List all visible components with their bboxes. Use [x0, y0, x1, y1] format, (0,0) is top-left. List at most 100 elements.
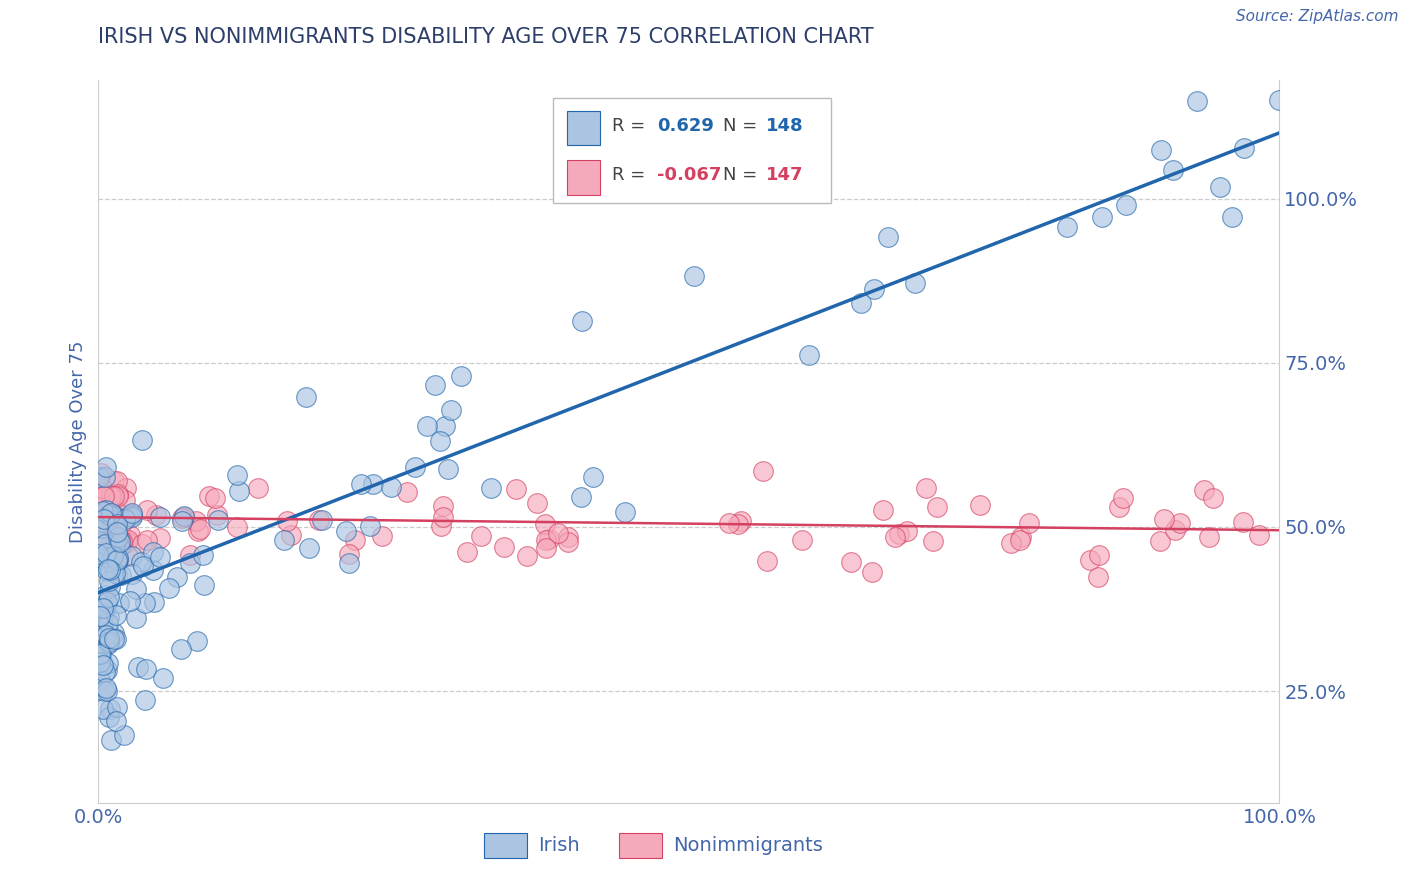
Point [112, 728, 135, 742]
Point [94, 528, 117, 542]
Point [89, 656, 111, 670]
Point [107, 551, 129, 566]
Point [114, 481, 136, 495]
Point [98, 507, 121, 521]
Point [121, 508, 143, 523]
Point [96, 664, 118, 678]
Point [101, 549, 124, 563]
Point [89, 530, 111, 544]
Point [1108, 500, 1130, 514]
Point [1161, 163, 1184, 178]
Point [204, 491, 226, 505]
Point [111, 533, 134, 548]
Point [93, 512, 115, 526]
Point [101, 527, 124, 541]
Point [337, 556, 360, 570]
Point [101, 541, 124, 555]
Point [90, 512, 112, 526]
Point [173, 509, 195, 524]
Point [104, 632, 127, 647]
Point [440, 403, 463, 417]
Point [105, 519, 128, 533]
Point [90, 482, 112, 496]
Point [87, 516, 110, 531]
Point [225, 467, 247, 482]
Point [170, 510, 193, 524]
Point [103, 537, 125, 551]
Point [107, 524, 129, 539]
Point [93, 490, 115, 504]
Point [97, 562, 120, 576]
Point [1150, 143, 1173, 157]
Point [173, 508, 195, 523]
Point [94, 518, 117, 533]
Point [1000, 535, 1022, 549]
Point [90, 646, 112, 660]
Point [276, 514, 298, 528]
Point [207, 513, 229, 527]
Point [860, 565, 883, 579]
Point [94, 588, 117, 602]
Point [1232, 515, 1254, 529]
Point [91, 509, 114, 524]
Point [87, 508, 110, 522]
Point [569, 490, 592, 504]
Point [1209, 179, 1232, 194]
Point [571, 314, 593, 328]
Point [308, 513, 330, 527]
Point [404, 459, 426, 474]
Point [198, 489, 221, 503]
Point [93, 511, 115, 525]
Point [350, 477, 373, 491]
Point [121, 508, 143, 522]
Legend: Irish, Nonimmigrants: Irish, Nonimmigrants [477, 825, 831, 865]
Point [115, 535, 138, 549]
Point [120, 528, 142, 542]
Point [1192, 483, 1215, 497]
Point [614, 505, 637, 519]
Point [98, 631, 121, 645]
Point [91, 551, 114, 566]
Point [380, 480, 402, 494]
Point [135, 662, 157, 676]
Point [727, 516, 749, 531]
Point [104, 509, 127, 524]
Point [97, 496, 120, 510]
Point [91, 498, 114, 512]
Point [117, 533, 139, 548]
Point [89, 470, 111, 484]
Point [191, 548, 214, 562]
Point [129, 555, 152, 569]
Point [361, 477, 384, 491]
Point [96, 681, 118, 695]
Point [98, 609, 121, 624]
Point [114, 512, 136, 526]
Point [149, 549, 172, 564]
Point [107, 507, 129, 521]
Point [91, 506, 114, 520]
Point [246, 482, 269, 496]
Text: 148: 148 [766, 117, 803, 135]
Point [1018, 516, 1040, 531]
Point [107, 537, 129, 551]
Point [110, 535, 132, 549]
Point [193, 578, 215, 592]
Point [538, 532, 561, 546]
Point [110, 568, 132, 582]
Point [1149, 534, 1171, 549]
Point [121, 509, 143, 524]
Point [105, 516, 128, 531]
Point [90, 490, 112, 504]
Point [91, 600, 114, 615]
Point [87, 547, 110, 561]
Point [89, 673, 111, 687]
Point [105, 700, 128, 714]
Point [887, 527, 910, 541]
Point [96, 595, 118, 609]
Point [884, 530, 907, 544]
Point [925, 500, 948, 515]
Point [432, 499, 454, 513]
Text: R =: R = [612, 117, 651, 135]
Point [505, 482, 527, 496]
Point [87, 534, 110, 549]
